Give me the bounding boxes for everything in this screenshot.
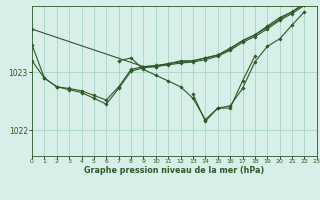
X-axis label: Graphe pression niveau de la mer (hPa): Graphe pression niveau de la mer (hPa) <box>84 166 265 175</box>
